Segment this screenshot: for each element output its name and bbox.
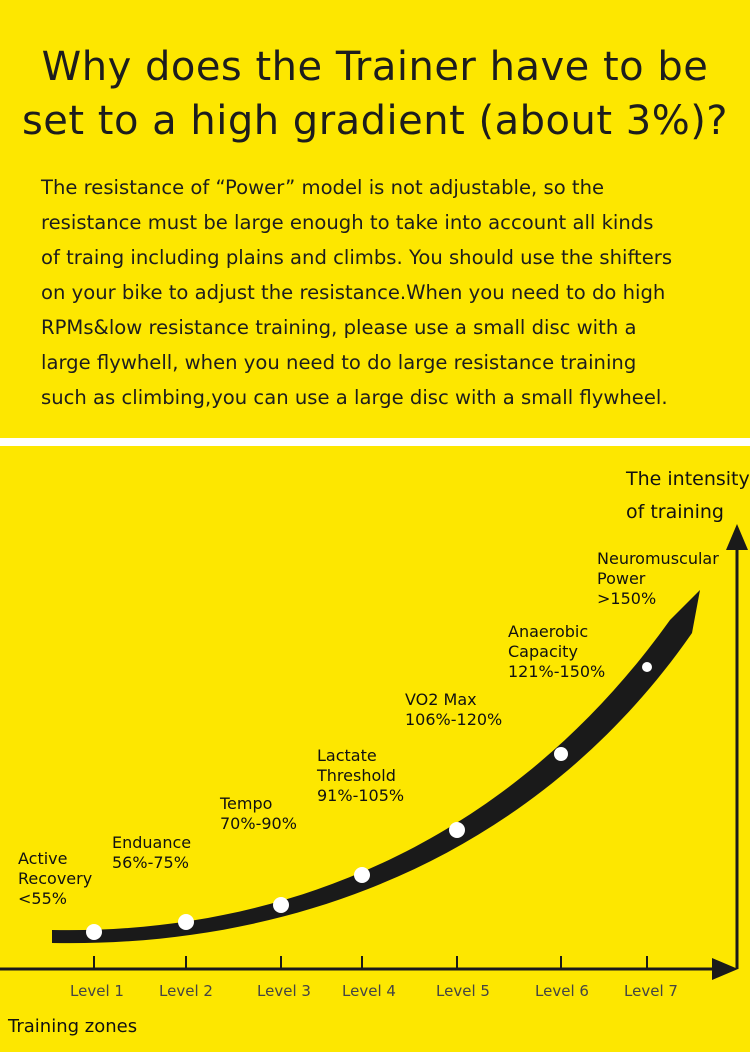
- zone-label-line: Threshold: [317, 766, 396, 785]
- zone-label-line: 106%-120%: [405, 710, 503, 729]
- level-point: [178, 914, 194, 930]
- zone-label-line: Power: [597, 569, 646, 588]
- paragraph-line: The resistance of “Power” model is not a…: [41, 176, 605, 199]
- zone-label-line: Capacity: [508, 642, 578, 661]
- zone-label-line: VO2 Max: [405, 690, 477, 709]
- y-axis-arrow-icon: [726, 524, 748, 550]
- paragraph-line: large flywhell, when you need to do larg…: [41, 351, 637, 374]
- level-point: [642, 662, 652, 672]
- tick-label: Level 2: [159, 982, 213, 1000]
- tick-label: Level 1: [70, 982, 124, 1000]
- page-title: Why does the Trainer have to be set to a…: [0, 40, 750, 148]
- level-point: [449, 822, 465, 838]
- zone-label-line: 121%-150%: [508, 662, 606, 681]
- tick-label: Level 3: [257, 982, 311, 1000]
- tick-label: Level 6: [535, 982, 589, 1000]
- description-paragraph: The resistance of “Power” model is not a…: [41, 170, 731, 415]
- level-point: [86, 924, 102, 940]
- zone-label-anaerobic-capacity: Anaerobic Capacity 121%-150%: [508, 622, 605, 682]
- zone-label-line: Active: [18, 849, 68, 868]
- zone-label-line: Neuromuscular: [597, 549, 719, 568]
- intensity-curve: [52, 590, 700, 944]
- tick-label: Level 7: [624, 982, 678, 1000]
- zone-label-line: >150%: [597, 589, 657, 608]
- x-axis-arrow-icon: [712, 958, 738, 980]
- paragraph-line: RPMs&low resistance training, please use…: [41, 316, 637, 339]
- zone-label-endurance: Enduance 56%-75%: [112, 833, 191, 873]
- title-line-2: set to a high gradient (about 3%)?: [21, 98, 729, 144]
- zone-label-line: 70%-90%: [220, 814, 297, 833]
- zone-label-neuromuscular-power: Neuromuscular Power >150%: [597, 549, 719, 609]
- zone-label-active-recovery: Active Recovery <55%: [18, 849, 92, 909]
- section-divider: [0, 438, 750, 446]
- zone-label-line: 56%-75%: [112, 853, 189, 872]
- zone-label-line: Tempo: [220, 794, 273, 813]
- paragraph-line: such as climbing,you can use a large dis…: [41, 386, 668, 409]
- paragraph-line: of traing including plains and climbs. Y…: [41, 246, 673, 269]
- y-axis-title: The intensity of training: [626, 463, 750, 529]
- zone-label-line: Anaerobic: [508, 622, 589, 641]
- header-section: Why does the Trainer have to be set to a…: [0, 0, 750, 438]
- level-point: [273, 897, 289, 913]
- zone-label-line: Recovery: [18, 869, 93, 888]
- zone-label-lactate-threshold: Lactate Threshold 91%-105%: [317, 746, 404, 806]
- zone-label-line: Enduance: [112, 833, 192, 852]
- paragraph-line: resistance must be large enough to take …: [41, 211, 654, 234]
- x-axis-title: Training zones: [8, 1016, 138, 1037]
- zone-label-line: 91%-105%: [317, 786, 405, 805]
- level-point: [554, 747, 568, 761]
- tick-label: Level 5: [436, 982, 490, 1000]
- zone-label-line: <55%: [18, 889, 67, 908]
- zone-label-vo2-max: VO2 Max 106%-120%: [405, 690, 502, 730]
- y-axis-title-line: The intensity: [626, 468, 750, 490]
- level-point: [354, 867, 370, 883]
- paragraph-line: on your bike to adjust the resistance.Wh…: [41, 281, 666, 304]
- tick-label: Level 4: [342, 982, 396, 1000]
- zone-label-tempo: Tempo 70%-90%: [220, 794, 297, 834]
- zone-label-line: Lactate: [317, 746, 377, 765]
- title-line-1: Why does the Trainer have to be: [41, 44, 709, 90]
- y-axis-title-line: of training: [626, 501, 724, 523]
